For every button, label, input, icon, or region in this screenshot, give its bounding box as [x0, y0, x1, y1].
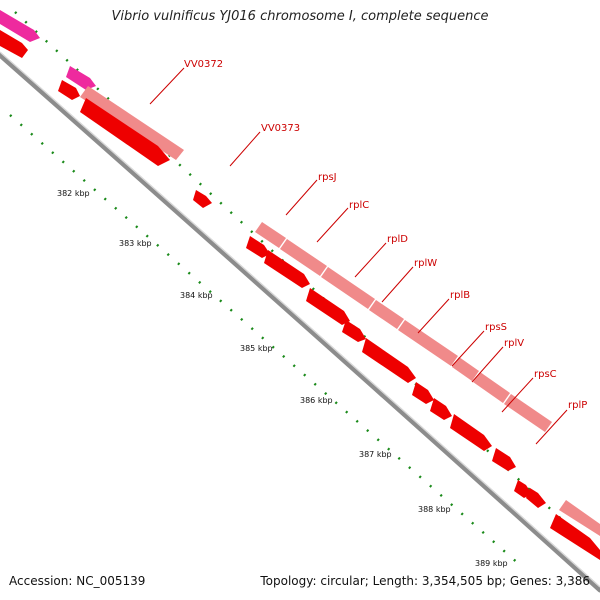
scale-label-389: 389 kbp	[475, 559, 508, 568]
gene-label-VV0373[interactable]: VV0373	[261, 123, 300, 134]
leader-rplV	[471, 346, 504, 383]
feature-misc-pink-2	[66, 66, 96, 90]
scale-label-382: 382 kbp	[57, 189, 90, 198]
cds-arrow-rplV	[430, 398, 452, 420]
leader-rpsJ	[285, 179, 318, 216]
cds-arrow-rpsJ	[246, 236, 270, 258]
gene-bar-rplW	[369, 300, 404, 329]
accession-label: Accession: NC_005139	[9, 574, 146, 588]
leader-rplB	[417, 298, 450, 334]
cds-arrow-bottom-right	[550, 514, 600, 560]
gene-bar-rplD	[321, 267, 375, 309]
gene-bar-rplB	[398, 320, 458, 366]
gene-bar-rplP	[559, 500, 600, 536]
leader-rplC	[316, 207, 349, 243]
cds-arrow-VV0373	[193, 190, 212, 208]
gene-bar-VV0372	[80, 86, 184, 160]
leader-rplP	[535, 409, 568, 445]
scale-label-388: 388 kbp	[418, 505, 451, 514]
backbone-highlight	[0, 51, 600, 588]
leader-rpsS	[451, 330, 485, 367]
gene-bar-rpsS	[452, 357, 479, 381]
gene-label-rpsC[interactable]: rpsC	[534, 369, 557, 380]
cds-arrow-rplP-3	[526, 488, 546, 508]
leader-VV0373	[229, 131, 261, 167]
scale-label-383: 383 kbp	[119, 239, 152, 248]
leader-rpsC	[501, 377, 534, 413]
cds-arrow-rplD	[306, 288, 350, 325]
cds-arrow-rplP-2	[514, 480, 532, 498]
gene-label-rplV[interactable]: rplV	[504, 338, 524, 349]
gene-bar-rplC	[280, 239, 327, 276]
gene-bar-rpsJ	[255, 222, 286, 248]
cds-arrow-rplP-1	[492, 448, 516, 471]
scale-label-384: 384 kbp	[180, 291, 213, 300]
cds-arrow-rplC	[264, 250, 310, 288]
gene-label-rplC[interactable]: rplC	[349, 200, 369, 211]
topology-summary: Topology: circular; Length: 3,354,505 bp…	[260, 574, 590, 588]
gene-label-rpsJ[interactable]: rpsJ	[318, 172, 337, 183]
inner-scale-ring	[9, 114, 521, 566]
cds-arrow-rplB	[362, 338, 416, 383]
cds-arrow-small-left	[58, 80, 80, 100]
feature-misc-pink-1	[0, 10, 40, 42]
gene-label-rplD[interactable]: rplD	[387, 234, 408, 245]
backbone-line	[0, 52, 600, 593]
gene-label-rplP[interactable]: rplP	[568, 400, 587, 411]
cds-arrow-rpsC	[450, 414, 492, 451]
gene-bar-rplV	[473, 372, 510, 403]
cds-arrow-rpsS	[412, 382, 434, 404]
gene-bar-rpsC	[504, 394, 552, 432]
map-title: Vibrio vulnificus YJ016 chromosome I, co…	[111, 9, 489, 24]
cds-arrow-top-left	[0, 30, 28, 58]
gene-label-rplW[interactable]: rplW	[414, 258, 437, 269]
gene-label-rplB[interactable]: rplB	[450, 290, 470, 301]
gene-label-VV0372[interactable]: VV0372	[184, 59, 223, 70]
leader-rplD	[354, 242, 387, 278]
cds-arrow-rplW	[342, 320, 366, 342]
scale-label-386: 386 kbp	[300, 396, 333, 405]
gene-label-rpsS[interactable]: rpsS	[485, 322, 507, 333]
scale-label-385: 385 kbp	[240, 344, 273, 353]
leader-VV0372	[149, 67, 185, 105]
cds-arrow-VV0372	[80, 98, 170, 166]
leader-rplW	[381, 266, 414, 303]
scale-label-387: 387 kbp	[359, 450, 392, 459]
